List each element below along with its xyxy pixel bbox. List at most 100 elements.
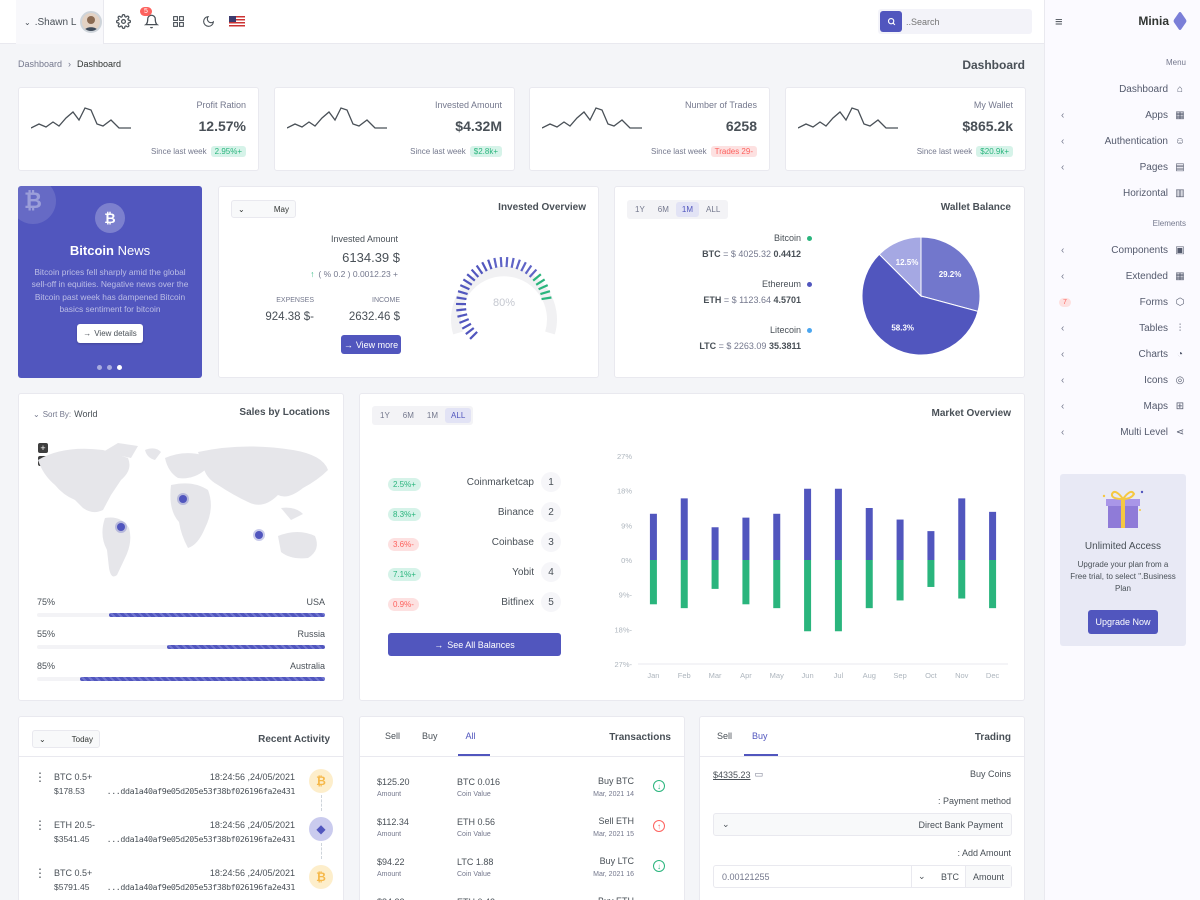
hamburger-menu-icon[interactable]: ≡: [1055, 14, 1063, 29]
breadcrumb-current: Dashboard: [77, 59, 122, 69]
stat-value: 6258: [725, 118, 757, 134]
sidebar-item-multi-level[interactable]: ‹ Multi Level ⋖: [1055, 423, 1186, 441]
activity-item: ⋮ ETH 20.5- $3541.45 18:24:56 ,24/05/2021..…: [19, 811, 343, 859]
upgrade-promo: Unlimited Access Upgrade your plan from …: [1060, 474, 1186, 646]
sort-select[interactable]: ⌄ Sort By: World: [33, 409, 98, 419]
brand-logo[interactable]: Minia: [1138, 11, 1187, 31]
view-details-button[interactable]: → View details: [77, 324, 143, 343]
carousel-dots[interactable]: [97, 365, 122, 370]
bar: [711, 560, 719, 589]
sidebar-item-forms[interactable]: 7 Forms ⬡: [1055, 293, 1186, 311]
exchange-row: 2.5%+ Coinmarketcap 1: [388, 471, 561, 501]
tab-1m[interactable]: 1M: [675, 202, 700, 217]
us-flag-icon[interactable]: [229, 16, 245, 27]
chevron-down-icon: ⌄: [918, 871, 926, 881]
sidebar-item-icons[interactable]: ‹ Icons ◎: [1055, 371, 1186, 389]
promo-text: Upgrade your plan from a Free trial, to …: [1070, 560, 1176, 593]
coin-icon: ₿: [309, 769, 333, 793]
month-select[interactable]: ⌄ May: [231, 200, 296, 218]
search-input[interactable]: [906, 12, 1026, 31]
tab-sell[interactable]: Sell: [385, 731, 401, 741]
sidebar-item-pages[interactable]: ‹ Pages ▤: [1055, 158, 1186, 176]
upgrade-now-button[interactable]: Upgrade Now: [1088, 610, 1158, 634]
sidebar-item-label: Horizontal: [1122, 187, 1168, 199]
see-all-balances-button[interactable]: → See All Balances: [388, 633, 561, 656]
payment-method-select[interactable]: ⌄ Direct Bank Payment: [713, 813, 1012, 836]
location-percent: 75%: [37, 597, 56, 607]
pie-slice: [861, 253, 979, 356]
period-select[interactable]: ⌄ Today: [32, 730, 100, 748]
stat-badge: Trades 29-: [710, 146, 757, 157]
transaction-coin-label: Coin Value: [457, 831, 491, 838]
tab-buy[interactable]: Buy: [744, 717, 778, 756]
search-box[interactable]: [878, 9, 1032, 34]
carousel-dot[interactable]: [107, 365, 112, 370]
view-more-button[interactable]: → View more: [341, 335, 401, 354]
sidebar-item-extended[interactable]: ‹ Extended ▦: [1055, 267, 1186, 285]
bar: [834, 488, 842, 560]
transaction-row: $84.32 ETH 0.42 Buy ETH: [360, 887, 684, 900]
sidebar-item-tables[interactable]: ‹ Tables ⫶: [1055, 319, 1186, 337]
tab-6m[interactable]: 6M: [402, 411, 414, 420]
sidebar-item-dashboard[interactable]: Dashboard ⌂: [1055, 80, 1186, 98]
user-menu[interactable]: ⌄ .Shawn L: [16, 0, 104, 44]
tab-1y[interactable]: 1Y: [380, 411, 390, 420]
moon-icon[interactable]: [202, 15, 215, 31]
breadcrumb-root[interactable]: Dashboard: [18, 59, 63, 69]
transaction-amount-label: Amount: [377, 791, 402, 798]
tab-all[interactable]: All: [457, 717, 490, 756]
bar: [649, 560, 657, 605]
chevron-left-icon: ‹: [1061, 135, 1065, 147]
tab-all[interactable]: ALL: [445, 408, 472, 423]
more-vertical-icon[interactable]: ⋮: [34, 818, 46, 832]
activity-coin: BTC 0.5+: [54, 868, 93, 878]
stat-card-profit: Profit Ration 12.57% Since last week 2.95…: [18, 87, 259, 171]
search-button[interactable]: [880, 11, 902, 32]
sidebar-item-apps[interactable]: ‹ Apps ▦: [1055, 106, 1186, 124]
more-vertical-icon[interactable]: ⋮: [34, 866, 46, 880]
avatar: [80, 11, 103, 33]
gift-icon: ▦: [1175, 270, 1185, 282]
more-vertical-icon[interactable]: ⋮: [34, 770, 46, 784]
bell-icon[interactable]: [143, 14, 160, 32]
gear-icon[interactable]: [116, 14, 131, 32]
pie-label: 12.5%: [896, 258, 919, 267]
transaction-amount-label: Amount: [377, 831, 402, 838]
tab-6m[interactable]: 6M: [657, 205, 669, 214]
trading-card: Sell Buy Trading $4335.23 ▭ Buy Coins : P…: [699, 716, 1025, 900]
sidebar-item-authentication[interactable]: ‹ Authentication ☺: [1055, 132, 1186, 150]
chevron-right-icon: ›: [68, 59, 72, 69]
exchange-name: Coinbase: [491, 537, 534, 548]
zoom-in-button[interactable]: +: [38, 443, 48, 453]
stat-title: My Wallet: [973, 100, 1013, 110]
sidebar-item-label: Dashboard: [1119, 83, 1168, 95]
world-map[interactable]: [33, 440, 333, 590]
stat-value: $4.32M: [455, 118, 502, 134]
chevron-left-icon: ‹: [1061, 374, 1065, 386]
chevron-left-icon: ‹: [1061, 400, 1065, 412]
sparkline-chart: [542, 107, 642, 129]
tab-sell[interactable]: Sell: [717, 731, 733, 741]
y-tick-label: 27%-: [614, 660, 632, 669]
apps-grid-icon[interactable]: [172, 15, 185, 31]
card-title: Transactions: [609, 732, 671, 743]
gauge-tick: [515, 259, 521, 270]
sidebar-item-horizontal[interactable]: Horizontal ▥: [1055, 184, 1186, 202]
sales-locations-card: ⌄ Sort By: World Sales by Locations + − …: [18, 393, 344, 701]
carousel-dot-active[interactable]: [117, 365, 122, 370]
tab-1m[interactable]: 1M: [426, 411, 439, 420]
tab-all[interactable]: ALL: [706, 205, 721, 214]
user-name: .Shawn L: [34, 16, 77, 28]
carousel-dot[interactable]: [97, 365, 102, 370]
sidebar-item-maps[interactable]: ‹ Maps ⊞: [1055, 397, 1186, 415]
tab-1y[interactable]: 1Y: [635, 205, 645, 214]
chevron-left-icon: ‹: [1061, 426, 1065, 438]
tab-buy[interactable]: Buy: [422, 731, 438, 741]
sidebar-item-components[interactable]: ‹ Components ▣: [1055, 241, 1186, 259]
gauge-tick: [535, 278, 546, 286]
sidebar-item-charts[interactable]: ‹ Charts ◔: [1055, 345, 1186, 363]
currency-select[interactable]: ⌄ BTC: [911, 866, 965, 887]
award-icon: ◎: [1175, 374, 1185, 386]
invested-change: ↑( % 0.2 ) 0.0012.23 +: [310, 269, 398, 279]
amount-input[interactable]: 0.00121255: [722, 871, 770, 882]
